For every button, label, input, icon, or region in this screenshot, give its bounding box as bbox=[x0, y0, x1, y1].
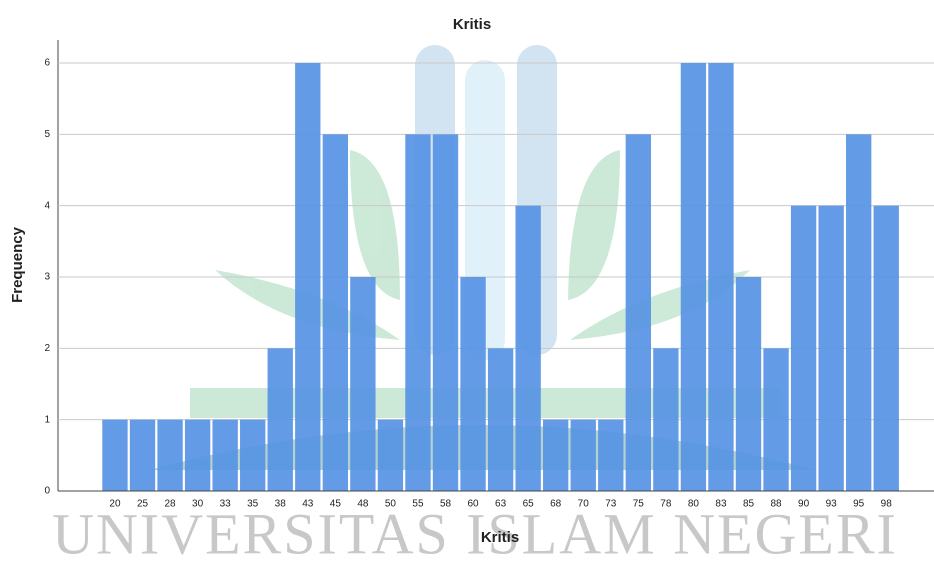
x-tick-label: 33 bbox=[220, 499, 232, 510]
bar bbox=[818, 205, 844, 491]
bar bbox=[267, 348, 293, 491]
y-tick-label: 1 bbox=[44, 414, 50, 425]
x-tick-label: 65 bbox=[523, 499, 535, 510]
x-tick-label: 63 bbox=[495, 499, 507, 510]
bar bbox=[515, 205, 541, 491]
bar bbox=[543, 419, 569, 491]
x-tick-label: 60 bbox=[467, 499, 479, 510]
x-tick-label: 68 bbox=[550, 499, 562, 510]
x-tick-label: 20 bbox=[109, 499, 121, 510]
x-tick-label: 75 bbox=[633, 499, 645, 510]
bar bbox=[487, 348, 514, 491]
x-tick-label: 73 bbox=[605, 499, 617, 510]
x-tick-label: 25 bbox=[137, 499, 149, 510]
x-tick-label: 95 bbox=[853, 499, 865, 510]
x-tick-label: 70 bbox=[578, 499, 590, 510]
x-tick-label: 30 bbox=[192, 499, 204, 510]
y-tick-label: 3 bbox=[44, 272, 50, 283]
x-tick-label: 48 bbox=[357, 499, 369, 510]
bar bbox=[102, 419, 128, 491]
x-tick-label: 58 bbox=[440, 499, 452, 510]
bar bbox=[212, 419, 238, 491]
bar bbox=[350, 277, 376, 491]
bar bbox=[763, 348, 789, 491]
bar bbox=[625, 134, 651, 492]
y-tick-label: 6 bbox=[44, 58, 50, 69]
watermark: UNIVERSITAS ISLAM NEGERI bbox=[52, 501, 898, 562]
x-tick-label: 80 bbox=[688, 499, 700, 510]
bar bbox=[598, 419, 624, 491]
x-tick-label: 78 bbox=[660, 499, 672, 510]
bar bbox=[432, 134, 459, 492]
bar bbox=[790, 205, 817, 491]
bar bbox=[873, 205, 899, 491]
y-tick-label: 0 bbox=[44, 486, 50, 497]
y-tick-label: 4 bbox=[44, 200, 50, 211]
bar bbox=[377, 419, 404, 491]
x-tick-label: 90 bbox=[798, 499, 810, 510]
bar bbox=[295, 63, 321, 491]
chart-title: Kritis bbox=[453, 16, 491, 33]
bar bbox=[570, 419, 596, 491]
bar bbox=[184, 419, 211, 491]
bar bbox=[708, 63, 734, 491]
bar bbox=[680, 63, 707, 491]
x-tick-label: 93 bbox=[826, 499, 838, 510]
x-tick-label: 35 bbox=[247, 499, 259, 510]
x-tick-label: 50 bbox=[385, 499, 397, 510]
x-tick-label: 28 bbox=[164, 499, 176, 510]
bar bbox=[653, 348, 679, 491]
x-tick-label: 45 bbox=[330, 499, 342, 510]
bar bbox=[846, 134, 872, 492]
x-tick-label: 55 bbox=[412, 499, 424, 510]
bar bbox=[405, 134, 431, 492]
bar bbox=[460, 277, 486, 491]
x-tick-label: 43 bbox=[302, 499, 314, 510]
y-tick-label: 2 bbox=[44, 343, 50, 354]
x-tick-label: 85 bbox=[743, 499, 755, 510]
x-tick-label: 98 bbox=[881, 499, 893, 510]
x-axis-label: Kritis bbox=[481, 529, 519, 546]
bar bbox=[240, 419, 266, 491]
y-tick-label: 5 bbox=[44, 129, 50, 140]
bar bbox=[735, 277, 762, 491]
x-tick-label: 88 bbox=[770, 499, 782, 510]
bar bbox=[157, 419, 183, 491]
x-tick-label: 83 bbox=[715, 499, 727, 510]
bar bbox=[129, 419, 156, 491]
bar bbox=[322, 134, 349, 492]
x-tick-label: 38 bbox=[275, 499, 287, 510]
y-axis-label: Frequency bbox=[9, 226, 26, 303]
